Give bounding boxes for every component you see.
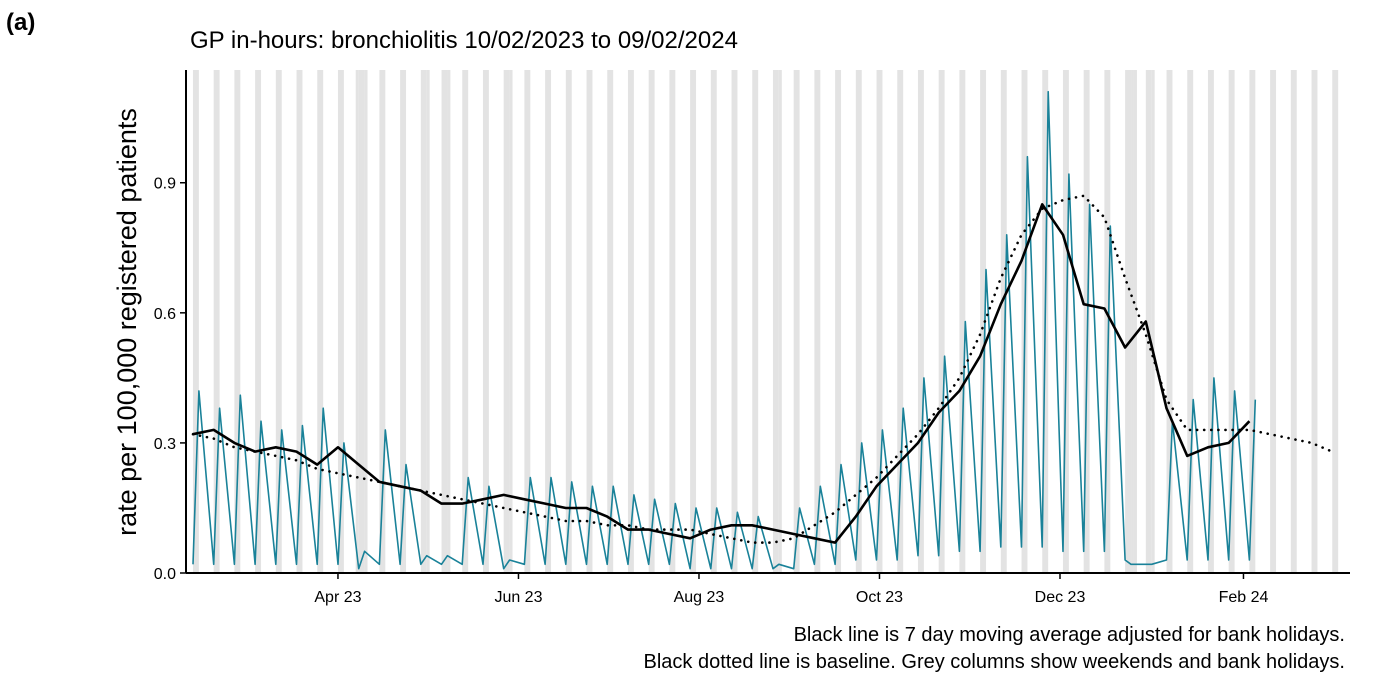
bank-holiday-column bbox=[509, 70, 513, 573]
x-tick-label: Aug 23 bbox=[674, 589, 725, 606]
weekend-column bbox=[1228, 70, 1235, 573]
x-tick-label: Jun 23 bbox=[494, 589, 542, 606]
weekend-column bbox=[959, 70, 966, 573]
bank-holiday-column bbox=[778, 70, 782, 573]
weekend-column bbox=[358, 70, 365, 573]
x-tick-label: Feb 24 bbox=[1219, 589, 1269, 606]
weekend-column bbox=[1104, 70, 1111, 573]
weekend-column bbox=[1083, 70, 1090, 573]
weekend-column bbox=[980, 70, 987, 573]
data-line bbox=[192, 90, 1257, 570]
weekend-column bbox=[192, 70, 199, 573]
x-tick-label: Oct 23 bbox=[856, 589, 903, 606]
weekend-column bbox=[337, 70, 344, 573]
weekend-column bbox=[1166, 70, 1173, 573]
weekend-column bbox=[213, 70, 220, 573]
y-axis-label: rate per 100,000 registered patients bbox=[112, 108, 142, 536]
weekend-column bbox=[1125, 70, 1132, 573]
weekend-column bbox=[296, 70, 303, 573]
weekend-column bbox=[627, 70, 634, 573]
weekend-column bbox=[1332, 70, 1339, 573]
bank-holiday-column bbox=[1151, 70, 1155, 573]
x-tick-label: Apr 23 bbox=[314, 589, 361, 606]
y-tick-label: 0.0 bbox=[154, 566, 176, 583]
weekend-column bbox=[1311, 70, 1318, 573]
weekend-column bbox=[317, 70, 324, 573]
weekend-column bbox=[752, 70, 759, 573]
weekend-column bbox=[710, 70, 717, 573]
baseline-line bbox=[191, 194, 1334, 544]
weekend-column bbox=[876, 70, 883, 573]
weekend-column bbox=[1249, 70, 1256, 573]
weekend-column bbox=[379, 70, 386, 573]
weekend-column bbox=[835, 70, 842, 573]
weekend-column bbox=[565, 70, 572, 573]
weekend-column bbox=[503, 70, 510, 573]
weekend-column bbox=[586, 70, 593, 573]
weekend-column bbox=[917, 70, 924, 573]
bank-holiday-column bbox=[355, 70, 359, 573]
weekend-column bbox=[1187, 70, 1194, 573]
weekend-column bbox=[793, 70, 800, 573]
y-tick-label: 0.9 bbox=[154, 176, 176, 193]
y-tick-label: 0.3 bbox=[154, 436, 176, 453]
weekend-column bbox=[1000, 70, 1007, 573]
weekend-column bbox=[772, 70, 779, 573]
weekend-column bbox=[441, 70, 448, 573]
weekend-column bbox=[545, 70, 552, 573]
bank-holiday-column bbox=[364, 70, 368, 573]
weekend-column bbox=[648, 70, 655, 573]
y-tick-label: 0.6 bbox=[154, 306, 176, 323]
footnote: Black line is 7 day moving average adjus… bbox=[794, 624, 1345, 646]
chart-title: GP in-hours: bronchiolitis 10/02/2023 to… bbox=[190, 27, 738, 54]
weekend-column bbox=[255, 70, 262, 573]
weekend-column bbox=[607, 70, 614, 573]
bank-holiday-column bbox=[1131, 70, 1134, 573]
data-line bbox=[192, 203, 1251, 544]
weekend-column bbox=[1290, 70, 1297, 573]
weekend-column bbox=[897, 70, 904, 573]
x-tick-label: Dec 23 bbox=[1035, 589, 1086, 606]
weekend-column bbox=[690, 70, 697, 573]
panel-label: (a) bbox=[6, 9, 35, 36]
weekend-column bbox=[482, 70, 489, 573]
bank-holiday-column bbox=[1133, 70, 1137, 573]
weekend-column bbox=[1270, 70, 1277, 573]
weekend-column bbox=[669, 70, 676, 573]
weekend-column bbox=[1145, 70, 1152, 573]
bank-holiday-column bbox=[447, 70, 451, 573]
weekend-column bbox=[1207, 70, 1214, 573]
weekend-column bbox=[275, 70, 282, 573]
weekend-column bbox=[462, 70, 469, 573]
weekend-column bbox=[420, 70, 427, 573]
weekend-column bbox=[524, 70, 531, 573]
weekend-column bbox=[814, 70, 821, 573]
weekend-column bbox=[855, 70, 862, 573]
weekend-column bbox=[938, 70, 945, 573]
weekend-column bbox=[731, 70, 738, 573]
weekend-column bbox=[234, 70, 241, 573]
footnote: Black dotted line is baseline. Grey colu… bbox=[643, 651, 1345, 673]
weekend-column bbox=[400, 70, 407, 573]
bank-holiday-column bbox=[426, 70, 430, 573]
